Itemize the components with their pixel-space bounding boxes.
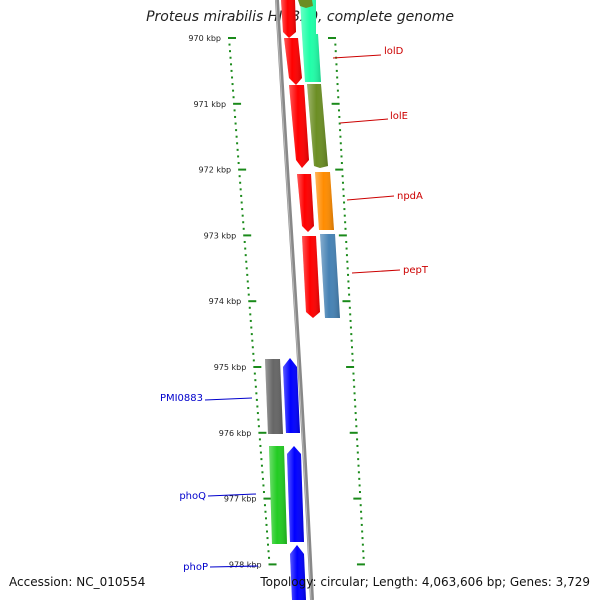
right-tick-scale: [328, 37, 365, 566]
tick-labels: 970 kbp 971 kbp 972 kbp 973 kbp 974 kbp 975 k…: [188, 34, 261, 569]
leader-PMI0883: [204, 397, 253, 401]
gene-pepT[interactable]: [320, 234, 340, 318]
tick-label: 977 kbp: [224, 495, 257, 504]
gene-blue-1[interactable]: [283, 358, 300, 433]
label-lolE[interactable]: lolE: [390, 111, 408, 122]
gene-lolD[interactable]: [300, 0, 321, 82]
gene-PMI0883[interactable]: [265, 359, 283, 434]
tick-label: 976 kbp: [219, 429, 252, 438]
label-lolD[interactable]: lolD: [384, 46, 404, 57]
label-phoQ[interactable]: phoQ: [179, 491, 206, 502]
gene-red-5[interactable]: [302, 236, 320, 318]
gene-red-4[interactable]: [297, 174, 314, 232]
gene-npdA[interactable]: [315, 172, 334, 230]
label-PMI0883[interactable]: PMI0883: [160, 393, 203, 404]
map-title: Proteus mirabilis HI4320, complete genom…: [146, 9, 454, 25]
tick-label: 975 kbp: [214, 363, 247, 372]
gene-phoQ[interactable]: [269, 446, 287, 544]
tick-label: 974 kbp: [209, 297, 242, 306]
left-tick-scale: [228, 37, 277, 566]
leader-npdA: [346, 195, 395, 201]
label-npdA[interactable]: npdA: [397, 191, 423, 202]
tick-label: 972 kbp: [199, 166, 232, 175]
tick-label: 973 kbp: [204, 231, 237, 240]
genome-backbone: [275, 0, 314, 600]
tick-label: 971 kbp: [193, 100, 226, 109]
genome-backbone-highlight: [275, 0, 312, 600]
gene-red-2[interactable]: [284, 38, 302, 85]
gene-blue-2[interactable]: [287, 446, 304, 542]
accession-text: Accession: NC_010554: [9, 575, 146, 589]
label-phoP[interactable]: phoP: [183, 562, 208, 573]
topology-text: Topology: circular; Length: 4,063,606 bp…: [260, 575, 590, 589]
gene-olive-top[interactable]: [298, 0, 313, 8]
gene-lolE[interactable]: [307, 84, 328, 168]
tick-label: 978 kbp: [229, 560, 262, 569]
gene-red-3[interactable]: [289, 85, 309, 168]
label-pepT[interactable]: pepT: [403, 265, 429, 276]
gene-red-1[interactable]: [281, 0, 296, 38]
leader-phoP: [209, 565, 259, 568]
leader-phoQ: [207, 493, 257, 497]
leader-lolD: [332, 54, 382, 59]
leader-pepT: [351, 269, 401, 274]
leader-lolE: [339, 118, 389, 124]
tick-label: 970 kbp: [188, 34, 221, 43]
gene-phoP[interactable]: [290, 545, 306, 600]
